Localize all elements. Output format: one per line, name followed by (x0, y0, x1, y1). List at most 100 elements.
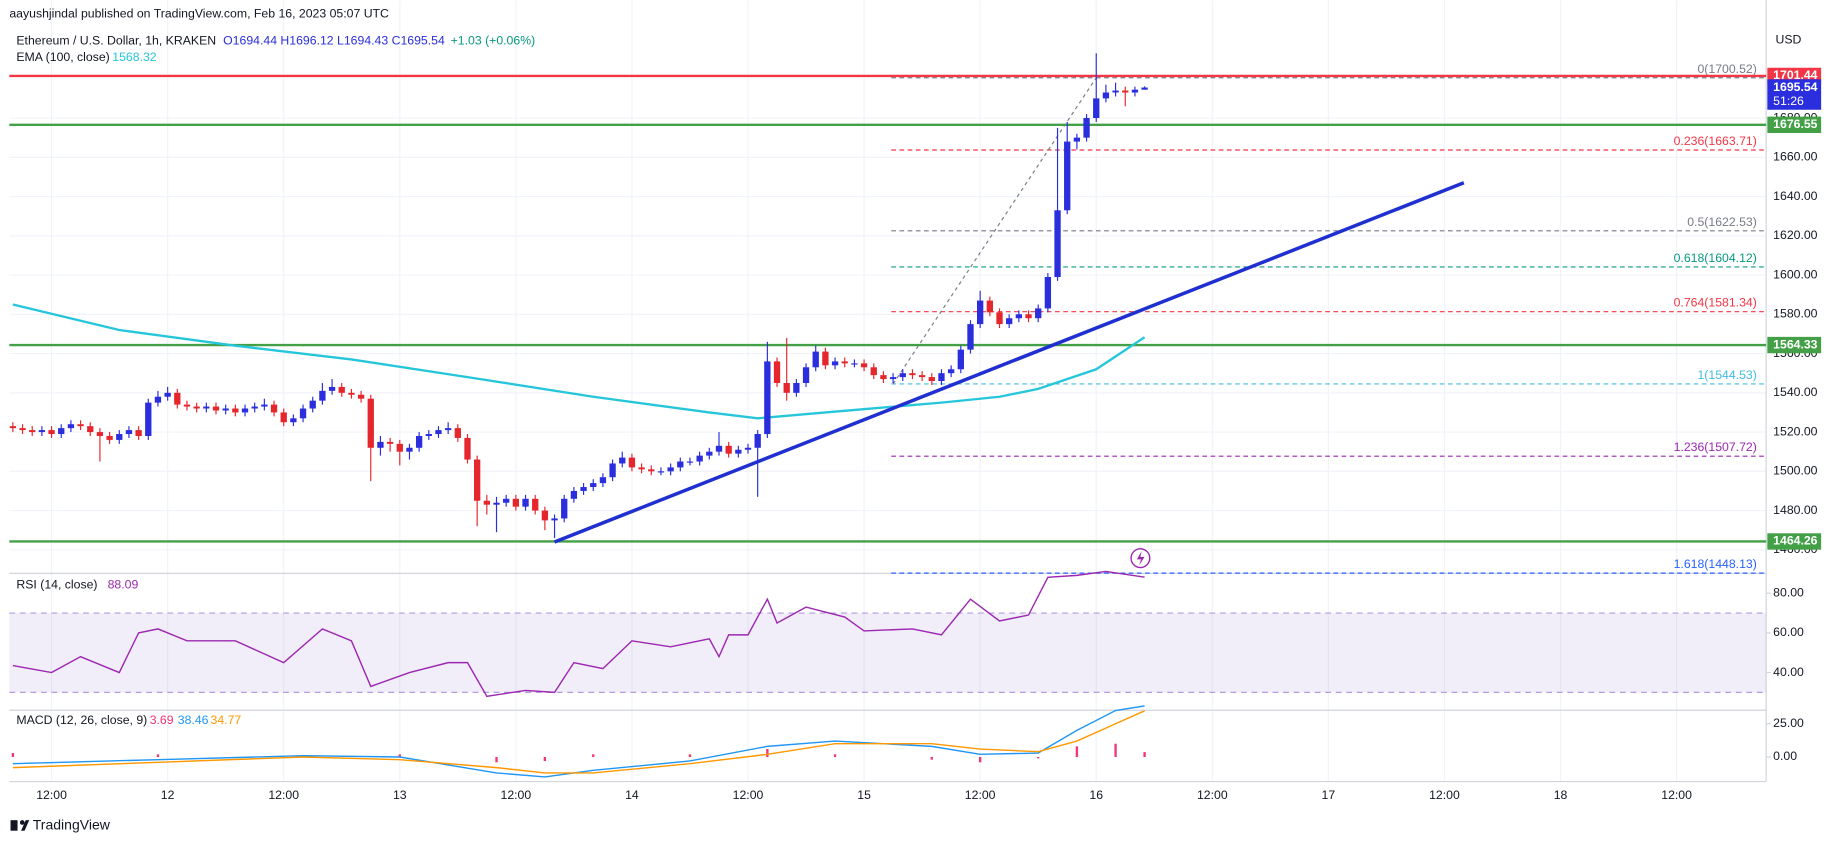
candle-body (38, 430, 46, 433)
fib-label: 0.618(1604.12) (1674, 251, 1757, 265)
x-tick-label: 13 (393, 788, 407, 802)
candle-body (1064, 141, 1071, 211)
candle-body (406, 447, 413, 452)
y-tick-label: 1500.00 (1773, 464, 1818, 478)
macd-histogram-bar (11, 753, 15, 758)
x-tick-label: 16 (1089, 788, 1103, 802)
candle-body (541, 510, 549, 521)
macd-line (12, 705, 1145, 778)
candle-body (270, 404, 278, 413)
macd-tick-label: 0.00 (1773, 749, 1797, 763)
candle-body (773, 361, 781, 383)
candle-body (290, 418, 297, 423)
candle-body (1112, 90, 1119, 93)
macd-histogram-bar (1075, 746, 1079, 758)
candle-body (222, 408, 229, 411)
candle-body (918, 375, 926, 378)
level-badge-label: 1464.26 (1773, 534, 1818, 548)
candle-body (241, 408, 249, 413)
y-tick-label: 1620.00 (1773, 228, 1818, 242)
macd-histogram-bar (592, 754, 595, 758)
last-price-label: 1695.54 (1773, 80, 1818, 94)
fib-trend (892, 77, 1097, 385)
logo-mark (21, 820, 30, 831)
x-tick-label: 17 (1322, 788, 1336, 802)
candle-body (628, 457, 636, 468)
candle-body (870, 367, 877, 376)
macd-histogram-bar (833, 754, 837, 758)
logo-mark (19, 820, 25, 825)
candle-body (386, 441, 394, 444)
candle-body (154, 396, 162, 403)
x-tick-label: 15 (857, 788, 871, 802)
ema-title: EMA (100, close) (16, 50, 109, 64)
last-price-badge (1767, 79, 1822, 110)
x-tick-label: 12:00 (268, 788, 299, 802)
macd-hist-value: 3.69 (150, 713, 174, 727)
price-change: +1.03 (+0.06%) (451, 33, 536, 47)
macd-histogram-bar (1114, 743, 1117, 758)
candle-body (735, 449, 742, 454)
candle-body (1025, 314, 1032, 319)
candle-body (1141, 87, 1148, 90)
candle-body (928, 377, 935, 382)
rsi-tick-label: 80.00 (1773, 585, 1804, 599)
trendline (553, 181, 1465, 544)
level-badge-label: 1701.44 (1773, 68, 1818, 82)
candle-body (474, 459, 481, 501)
y-tick-label: 1600.00 (1773, 267, 1818, 281)
rsi-band (9, 613, 1767, 693)
candle-body (938, 373, 945, 382)
candle-body (889, 377, 897, 380)
candle-body (590, 483, 597, 488)
y-tick-label: 1580.00 (1773, 307, 1818, 321)
ema-line (12, 303, 1146, 420)
candle-body (744, 447, 752, 450)
candle-body (1054, 210, 1061, 278)
candle-body (464, 437, 471, 460)
candle-body (145, 402, 152, 436)
candle-body (357, 394, 365, 399)
candle-body (483, 500, 490, 505)
y-tick-label: 1640.00 (1773, 189, 1818, 203)
x-tick-label: 12:00 (965, 788, 996, 802)
x-tick-label: 12 (161, 788, 175, 802)
currency: USD (1776, 32, 1802, 46)
candle-body (261, 404, 268, 407)
candle-body (280, 412, 287, 423)
candle-body (793, 382, 800, 393)
candle-body (696, 455, 703, 462)
candle-body (164, 392, 171, 397)
macd-histogram-bar (1037, 757, 1040, 759)
candle-body (319, 390, 326, 401)
candle-body (851, 363, 858, 365)
x-tick-label: 12:00 (1429, 788, 1460, 802)
candle-body (106, 435, 113, 440)
logo: TradingView (10, 817, 111, 833)
candle-body (996, 312, 1003, 325)
candle-body (203, 406, 210, 409)
candle-body (957, 349, 964, 370)
candle-body (841, 361, 848, 364)
candle-body (328, 386, 336, 391)
candle-body (686, 461, 694, 463)
candle-body (512, 498, 520, 507)
macd-histogram-bar (766, 749, 769, 758)
candle-body (986, 300, 993, 313)
candle-body (532, 498, 539, 511)
candle-body (1131, 89, 1139, 93)
candle-body (9, 426, 17, 429)
candle-body (251, 406, 258, 409)
alert-icon-bolt (1136, 551, 1145, 566)
candle-body (947, 369, 955, 374)
rsi-line (12, 570, 1145, 698)
macd-value: 38.46 (178, 713, 209, 727)
candle-body (425, 434, 432, 436)
candle-body (706, 451, 713, 456)
macd-tick-label: 25.00 (1773, 716, 1804, 730)
candle-body (899, 373, 906, 378)
candle-body (783, 382, 790, 393)
